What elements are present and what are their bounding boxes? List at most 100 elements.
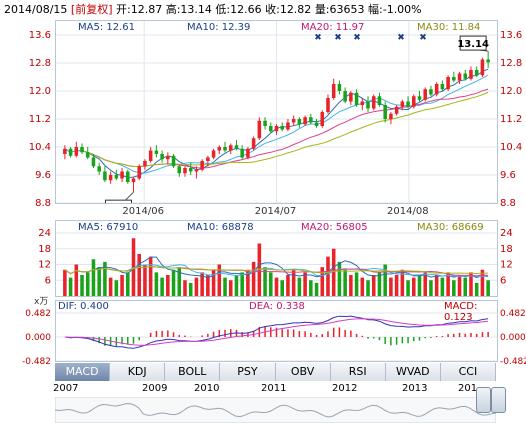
close-price: 收:12.82 [265,3,312,16]
tab-wvad[interactable]: WVAD [385,363,441,381]
candle-body [406,101,410,107]
candle-body [309,117,313,123]
volume-bar [177,267,182,296]
year-label: 2013 [402,383,428,394]
volume-bar [74,264,79,296]
event-marker: ✖ [397,33,405,43]
ma20-label: MA20: 11.97 [301,22,365,33]
price-axis-left-label: 12.0 [29,86,51,97]
macd-axis-right-label: 0.000 [500,333,526,343]
volume-bar [314,282,319,296]
volume-bar [400,269,405,296]
candle-body [228,145,233,151]
tab-rsi[interactable]: RSI [330,363,386,381]
candle-body [120,171,124,179]
candle-body [223,147,227,151]
volume-axis-right-label: 12 [500,260,513,271]
candle-body [74,147,79,156]
volume-bar [417,275,422,296]
volume-bar [452,280,456,296]
candle-body [360,101,365,105]
year-label: 2011 [261,383,287,394]
tab-psy[interactable]: PSY [220,363,276,381]
candle-body [114,175,119,179]
volume-axis-left-label: 12 [38,260,51,271]
tab-macd[interactable]: MACD [55,363,111,381]
timeline-navigator[interactable] [55,397,496,423]
tab-boll[interactable]: BOLL [165,363,221,381]
candle-body [217,147,222,151]
volume-bar [412,277,416,296]
volume-chart-panel: MA5: 67910 MA10: 68878 MA20: 56805 MA30:… [55,220,498,297]
candle-body [251,138,256,149]
callout-box [105,199,132,203]
year-label: 2007 [53,383,79,394]
volume-bar [434,275,439,296]
candle-body [68,148,73,156]
high-price: 高:13.14 [165,3,212,16]
event-marker: ✖ [314,33,322,43]
range-handle-left[interactable] [476,387,491,413]
candle-body [486,59,490,63]
candle-body [80,147,84,153]
candle-body [131,178,136,182]
candle-body [286,122,290,130]
dea-label: DEA: 0.338 [249,301,305,312]
candle-body [371,96,376,109]
candle-body [446,77,450,90]
price-axis-left-label: 13.6 [29,30,51,41]
candle-body [108,175,113,181]
candle-body [417,96,422,100]
volume-bar [291,269,296,296]
tab-obv[interactable]: OBV [275,363,331,381]
tab-cci[interactable]: CCI [440,363,496,381]
range-handle-right[interactable] [491,387,506,413]
candle-body [234,145,239,149]
volume-axis-right-label: 24 [500,228,513,239]
candle-body [423,89,427,100]
change-pct: 幅:-1.00% [368,3,422,16]
volume-bar [406,280,410,296]
candle-body [97,166,101,172]
macd-axis-left-label: 0.482 [25,309,51,319]
volume-bar [217,264,222,296]
price-chart-panel: ✖✖✖✖✖13.149.11 MA5: 12.61 MA10: 12.39 MA… [55,20,498,204]
volume-bar [228,280,233,296]
volume-bar [200,272,204,296]
vol-ma5-label: MA5: 67910 [78,222,139,233]
candle-body [314,122,319,126]
volume-bar [331,248,336,296]
volume-bar [389,277,393,296]
volume-bar [371,275,376,296]
volume-bar [63,269,67,296]
adjust-label[interactable]: [前复权] [70,3,113,16]
candle-body [63,148,67,154]
dif-label: DIF: 0.400 [58,301,109,312]
candle-body [474,70,479,76]
ma30-label: MA30: 11.84 [417,22,481,33]
candle-body [354,92,359,105]
macd-axis-left-label: 0.000 [25,333,51,343]
candle-body [389,113,393,119]
macd-chart-svg [56,312,497,361]
candle-body [337,84,342,91]
volume-bar [166,275,170,296]
year-label: 201 [458,383,478,394]
volume-bar [126,272,130,296]
candle-body [166,155,170,160]
volume-bar [131,238,136,296]
price-axis-right-label: 9.6 [500,170,516,181]
volume-bar [68,277,73,296]
navigator-line [55,403,496,418]
candle-body [280,126,284,130]
tab-kdj[interactable]: KDJ [110,363,166,381]
volume-value: 量:63653 [314,3,365,16]
volume-bar [148,256,153,296]
price-axis-right-label: 11.2 [500,114,522,125]
price-axis-left-label: 11.2 [29,114,51,125]
volume-bar [85,272,90,296]
vol-ma30-label: MA30: 68669 [417,222,484,233]
callout-leader [125,191,134,201]
volume-bar [349,275,353,296]
volume-bar [360,277,365,296]
